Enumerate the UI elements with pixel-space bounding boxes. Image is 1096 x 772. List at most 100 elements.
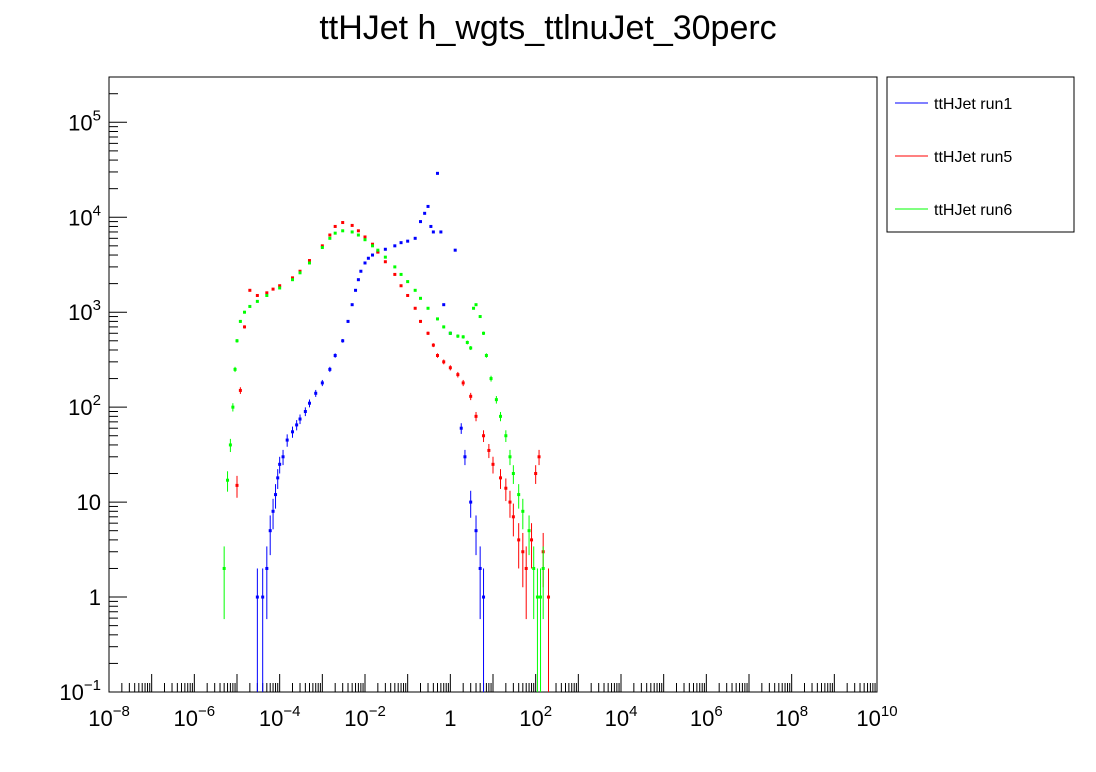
data-point xyxy=(487,448,491,452)
data-point xyxy=(231,405,235,409)
data-point xyxy=(435,171,439,175)
data-point xyxy=(233,367,237,371)
data-point xyxy=(426,204,430,208)
data-point xyxy=(222,566,226,570)
data-point xyxy=(508,500,512,504)
y-tick-label: 105 xyxy=(68,107,101,135)
data-point xyxy=(535,595,539,599)
data-point xyxy=(350,303,354,307)
data-point xyxy=(333,224,337,228)
data-point xyxy=(491,462,495,466)
data-point xyxy=(419,319,423,323)
data-point xyxy=(255,299,259,303)
data-point xyxy=(524,566,528,570)
data-point xyxy=(248,304,252,308)
data-point xyxy=(346,319,350,323)
data-point xyxy=(228,443,232,447)
data-point xyxy=(371,253,375,257)
data-point xyxy=(393,265,397,269)
data-point xyxy=(399,272,403,276)
data-point xyxy=(399,241,403,245)
data-points xyxy=(222,171,551,692)
legend-label: ttHJet run6 xyxy=(934,202,1012,219)
data-point xyxy=(539,595,543,599)
data-point xyxy=(406,239,410,243)
data-point xyxy=(419,296,423,300)
data-point xyxy=(393,244,397,248)
data-point xyxy=(448,331,452,335)
data-point xyxy=(472,306,476,310)
x-tick-label: 106 xyxy=(690,703,723,731)
data-point xyxy=(298,417,302,421)
data-point xyxy=(482,595,486,599)
data-point xyxy=(356,278,360,282)
x-tick-label: 102 xyxy=(519,703,552,731)
data-point xyxy=(429,224,433,228)
data-point xyxy=(350,230,354,234)
data-point xyxy=(265,566,269,570)
y-tick-label: 1 xyxy=(89,585,101,610)
data-point xyxy=(465,340,469,344)
data-point xyxy=(274,493,278,497)
data-point xyxy=(521,550,525,554)
data-point xyxy=(333,353,337,357)
data-point xyxy=(307,259,311,263)
data-point xyxy=(238,388,242,392)
data-point xyxy=(298,271,302,275)
data-point xyxy=(278,284,282,288)
data-point xyxy=(295,423,299,427)
data-point xyxy=(255,293,259,297)
data-point xyxy=(359,269,363,273)
data-point xyxy=(376,250,380,254)
data-point xyxy=(474,414,478,418)
data-point xyxy=(235,339,239,343)
data-point xyxy=(341,221,345,225)
data-point xyxy=(527,529,531,533)
data-point xyxy=(469,394,473,398)
data-point xyxy=(399,284,403,288)
data-point xyxy=(307,401,311,405)
data-point xyxy=(541,566,545,570)
y-tick-label: 102 xyxy=(68,392,101,420)
data-point xyxy=(354,288,358,292)
data-point xyxy=(521,509,525,513)
y-tick-label: 104 xyxy=(68,202,101,230)
data-point xyxy=(489,377,493,381)
data-point xyxy=(366,256,370,260)
data-point xyxy=(532,566,536,570)
data-point xyxy=(413,306,417,310)
x-tick-label: 10−8 xyxy=(88,703,130,731)
data-point xyxy=(478,566,482,570)
data-point xyxy=(439,230,443,234)
data-point xyxy=(423,211,427,215)
data-point xyxy=(413,236,417,240)
data-point xyxy=(469,346,473,350)
data-point xyxy=(341,229,345,233)
data-point xyxy=(511,515,515,519)
data-point xyxy=(406,280,410,284)
data-point xyxy=(383,260,387,264)
data-point xyxy=(442,303,446,307)
axes xyxy=(108,93,878,693)
data-point xyxy=(278,462,282,466)
data-point xyxy=(271,509,275,513)
data-point xyxy=(235,483,239,487)
data-point xyxy=(341,339,345,343)
data-point xyxy=(314,391,318,395)
data-point xyxy=(226,478,230,482)
x-tick-label: 10−4 xyxy=(259,703,301,731)
data-point xyxy=(291,276,295,280)
data-point xyxy=(243,310,247,314)
data-point xyxy=(504,434,508,438)
data-point xyxy=(442,360,446,364)
data-point xyxy=(278,286,282,290)
data-point xyxy=(261,595,265,599)
data-point xyxy=(285,438,289,442)
data-point xyxy=(406,293,410,297)
data-point xyxy=(393,272,397,276)
data-point xyxy=(281,455,285,459)
data-point xyxy=(276,476,280,480)
x-tick-label: 104 xyxy=(605,703,638,731)
data-point xyxy=(435,317,439,321)
data-point xyxy=(431,230,435,234)
